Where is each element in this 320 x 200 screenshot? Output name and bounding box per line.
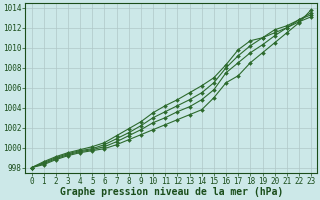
X-axis label: Graphe pression niveau de la mer (hPa): Graphe pression niveau de la mer (hPa) — [60, 187, 283, 197]
